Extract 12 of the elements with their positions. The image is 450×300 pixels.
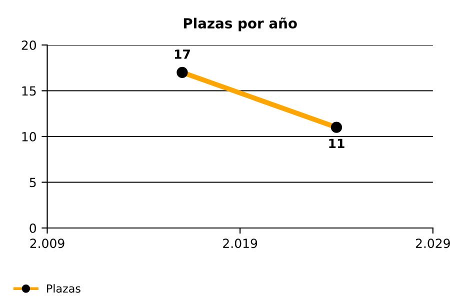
x-tick-label: 2.029	[416, 238, 450, 248]
chart-title: Plazas por año	[184, 18, 297, 32]
legend-label: Plazas	[47, 284, 80, 293]
y-tick-label: 10	[22, 132, 36, 142]
y-tick-label: 0	[30, 223, 36, 233]
y-tick-label: 20	[22, 40, 36, 50]
x-tick-label: 2.009	[30, 238, 64, 248]
y-tick-label: 5	[30, 178, 36, 188]
y-tick-label: 15	[22, 86, 36, 96]
x-tick-label: 2.019	[223, 238, 258, 248]
data-label: 11	[329, 138, 344, 148]
data-label: 17	[174, 50, 190, 59]
